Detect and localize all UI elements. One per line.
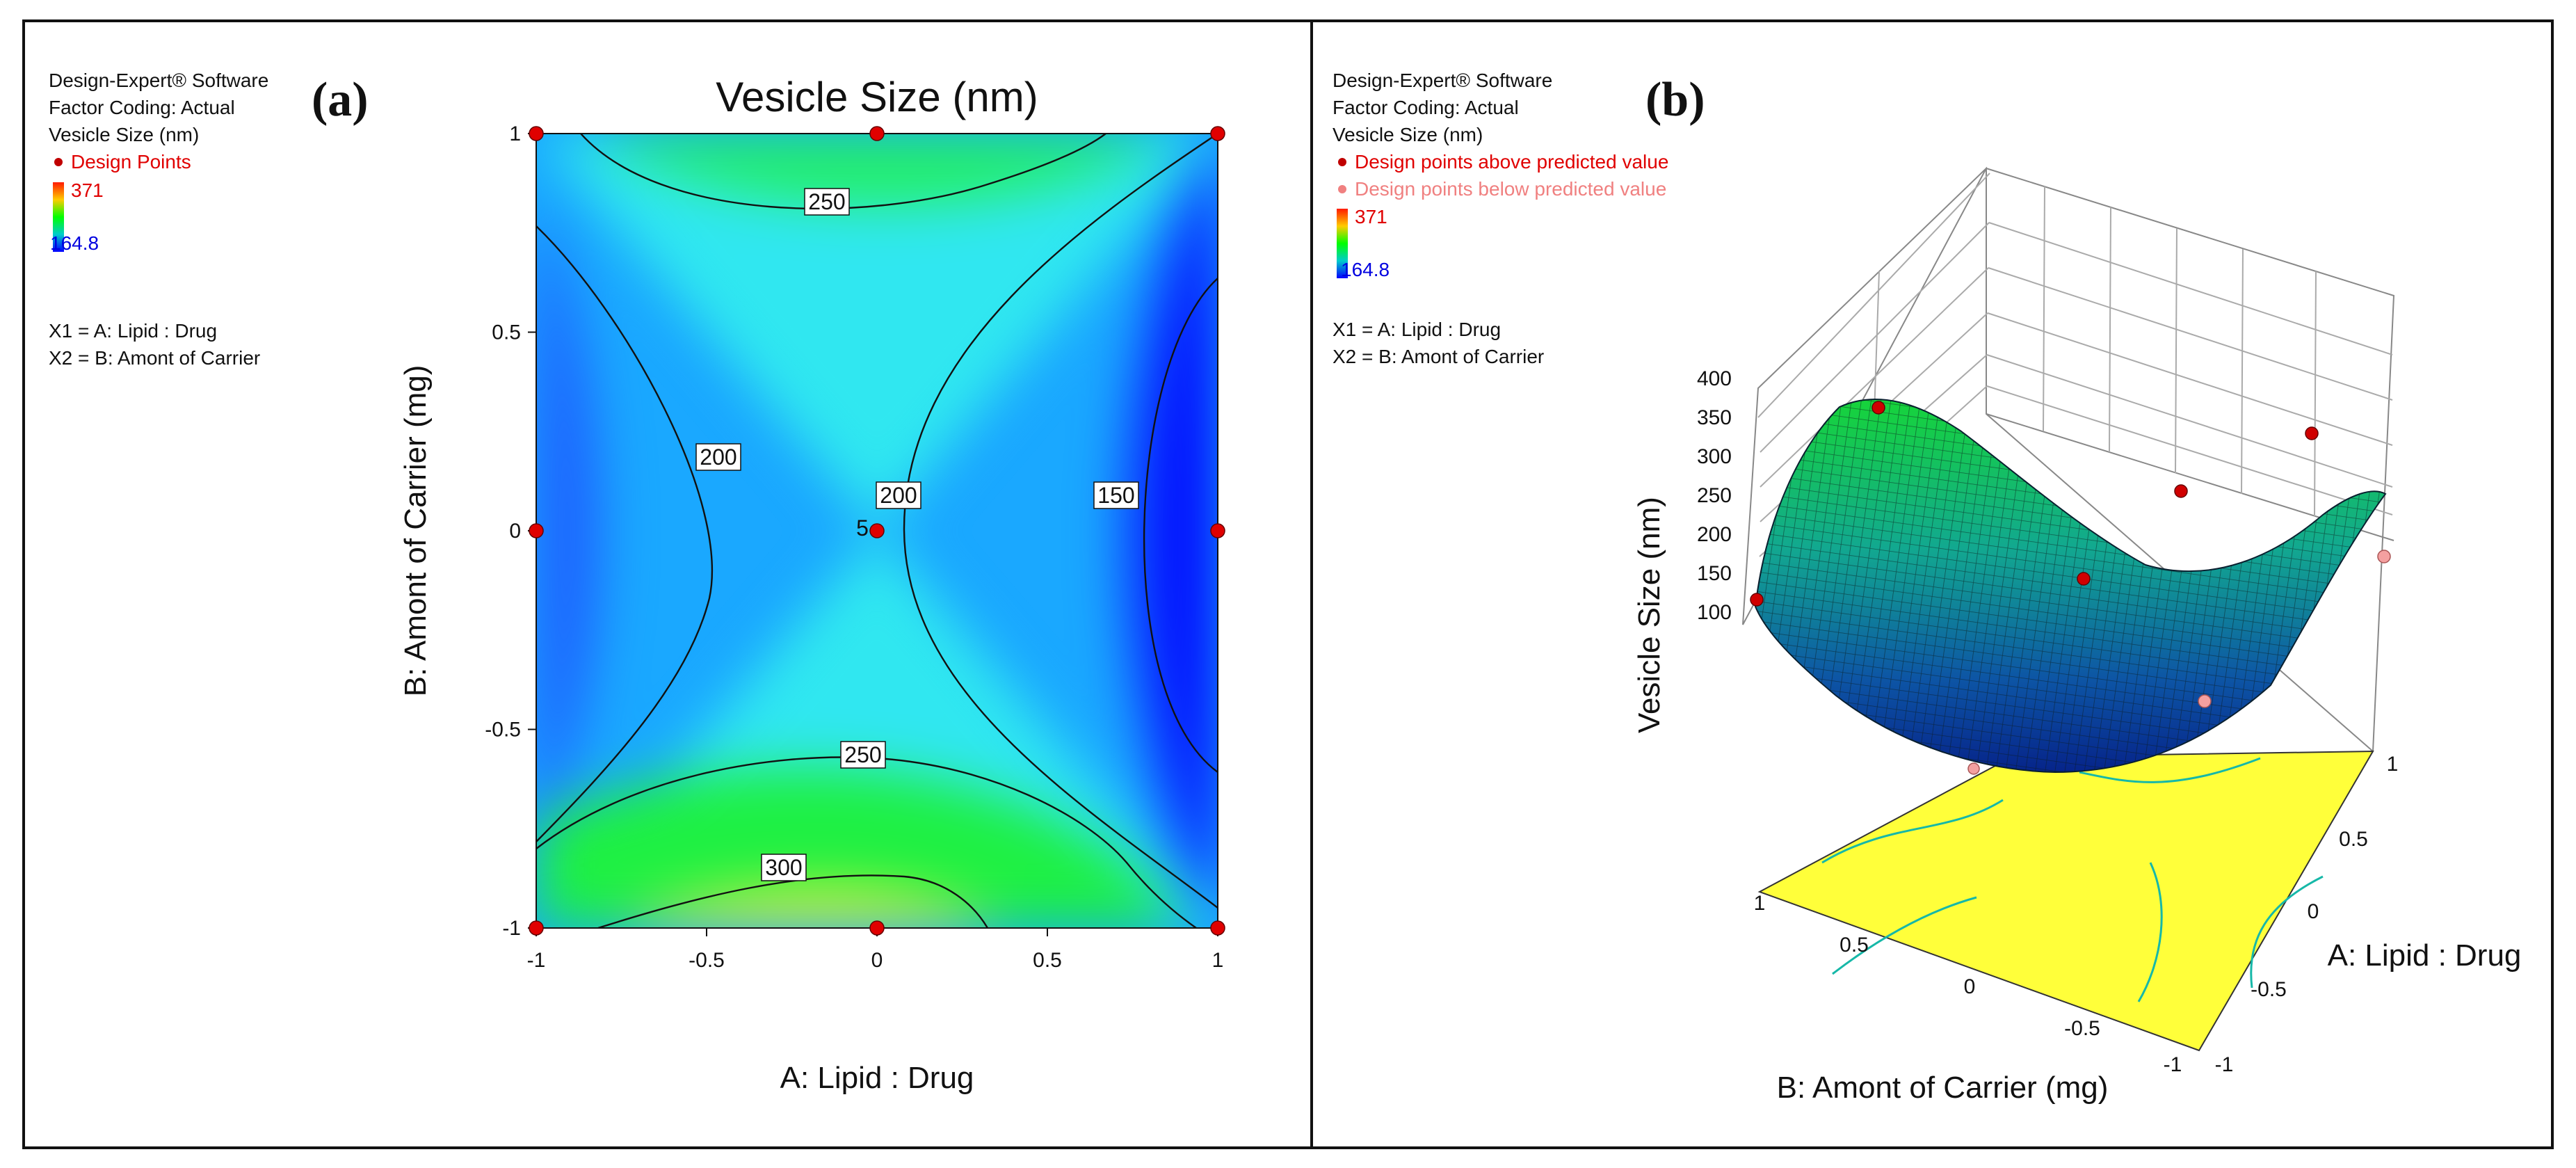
point-below [2377, 550, 2391, 563]
contour-title: Vesicle Size (nm) [716, 74, 1038, 120]
z-axis: 400 350 300 250 200 150 100 [1697, 367, 1732, 624]
factor-x2: X2 = B: Amont of Carrier [49, 347, 261, 369]
response-surface-mesh [1755, 399, 2385, 772]
legend-software: Design-Expert® Software [49, 70, 269, 91]
contour-label-300: 300 [765, 855, 802, 880]
design-point [529, 126, 544, 141]
legend-response-b: Vesicle Size (nm) [1333, 124, 1483, 145]
b-tick-1: 1 [1754, 892, 1766, 915]
point-below [2198, 694, 2212, 708]
a-axis-ticks: 1 0.5 0 -0.5 -1 [2215, 753, 2399, 1076]
contour-design-points [529, 126, 1225, 936]
z-tick-200: 200 [1697, 523, 1732, 546]
color-scale-b-max: 371 [1355, 206, 1387, 227]
factor-legend-a: X1 = A: Lipid : Drug X2 = B: Amont of Ca… [49, 317, 260, 371]
point-above-icon [1338, 158, 1346, 167]
contour-label-150: 150 [1097, 483, 1134, 508]
color-scale-b [1337, 209, 1348, 278]
a-tick-0: 0 [2308, 900, 2319, 923]
factor-legend-b: X1 = A: Lipid : Drug X2 = B: Amont of Ca… [1333, 316, 1544, 370]
legend-factor-coding: Factor Coding: Actual [49, 97, 235, 118]
contour-labels: 250 200 200 150 250 300 [695, 188, 1139, 881]
z-tick-150: 150 [1697, 562, 1732, 585]
panel-b-legend: Design-Expert® Software Factor Coding: A… [1333, 67, 1668, 202]
x-tick-label: -1 [527, 949, 546, 972]
point-below [1967, 762, 1980, 775]
point-above [2077, 572, 2091, 586]
floor-contours [1821, 757, 2324, 1002]
center-point-count: 5 [856, 515, 869, 541]
b-tick-0: 0 [1964, 975, 1976, 998]
color-scale-a-min: 164.8 [50, 232, 99, 254]
point-above [1750, 593, 1764, 607]
y-tick-label: 1 [509, 122, 521, 145]
a-tick-1: 1 [2387, 753, 2399, 776]
x-tick-label: 0.5 [1033, 949, 1062, 972]
b-tick-0.5: 0.5 [1840, 934, 1869, 957]
z-tick-300: 300 [1697, 445, 1732, 468]
panel-b-frame [1310, 19, 2554, 1149]
factor-x2-b: X2 = B: Amont of Carrier [1333, 346, 1545, 367]
color-scale-a [53, 182, 64, 252]
design-point [1210, 920, 1225, 936]
design-point [869, 126, 885, 141]
legend-factor-coding-b: Factor Coding: Actual [1333, 97, 1519, 118]
factor-x1-b: X1 = A: Lipid : Drug [1333, 319, 1502, 340]
floor-plane [1757, 750, 2374, 1052]
contour-label-250-bottom: 250 [844, 742, 881, 767]
z-tick-400: 400 [1697, 367, 1732, 390]
x-tick-label: 0 [871, 949, 883, 972]
x-tick-label: 1 [1212, 949, 1224, 972]
x-tick-label: -0.5 [689, 949, 725, 972]
design-point [1210, 126, 1225, 141]
point-above [2174, 484, 2188, 498]
z-tick-100: 100 [1697, 601, 1732, 624]
legend-design-points: Design Points [49, 148, 268, 175]
contour-label-200-left: 200 [700, 445, 736, 470]
color-scale-b-min: 164.8 [1341, 259, 1390, 280]
b-axis-label: B: Amont of Carrier (mg) [1777, 1071, 2109, 1105]
design-point [869, 920, 885, 936]
design-point [1210, 523, 1225, 538]
a-axis-label: A: Lipid : Drug [2328, 938, 2522, 973]
contour-lines [536, 134, 1218, 928]
a-tick-neg1: -1 [2215, 1053, 2234, 1076]
contour-label-250-top: 250 [808, 189, 845, 214]
b-tick-neg0.5: -0.5 [2064, 1017, 2100, 1040]
design-point-icon [54, 158, 63, 167]
design-point [869, 523, 885, 538]
contour-y-axis-label: B: Amont of Carrier (mg) [399, 365, 433, 697]
panel-b-tag: (b) [1645, 73, 1705, 127]
legend-response: Vesicle Size (nm) [49, 124, 200, 145]
y-tick-label: 0 [509, 520, 521, 543]
a-tick-neg0.5: -0.5 [2251, 978, 2287, 1001]
contour-axes: -1 -0.5 0 0.5 1 -1 -0.5 0 0.5 1 [485, 122, 1223, 972]
y-tick-label: -0.5 [485, 719, 521, 742]
contour-label-200-center: 200 [880, 483, 917, 508]
contour-fill [536, 134, 1218, 928]
design-point [529, 920, 544, 936]
b-tick-neg1: -1 [2164, 1053, 2182, 1076]
z-tick-350: 350 [1697, 406, 1732, 429]
y-tick-label: -1 [502, 917, 521, 940]
point-above [2305, 426, 2319, 440]
color-scale-a-max: 371 [71, 179, 104, 201]
panel-a-legend: Design-Expert® Software Factor Coding: A… [49, 67, 268, 175]
surface-design-points [1750, 401, 2391, 775]
panel-a-tag: (a) [312, 73, 369, 127]
point-below-icon [1338, 185, 1346, 194]
y-tick-label: 0.5 [492, 321, 521, 344]
a-tick-0.5: 0.5 [2339, 828, 2368, 851]
legend-software-b: Design-Expert® Software [1333, 70, 1553, 91]
legend-points-above: Design points above predicted value [1333, 148, 1668, 175]
b-axis-ticks: 1 0.5 0 -0.5 -1 [1754, 892, 2182, 1076]
z-tick-250: 250 [1697, 484, 1732, 507]
design-point [529, 523, 544, 538]
factor-x1: X1 = A: Lipid : Drug [49, 320, 218, 342]
legend-points-below: Design points below predicted value [1333, 175, 1668, 202]
contour-x-axis-label: A: Lipid : Drug [780, 1061, 974, 1095]
point-above [1871, 401, 1885, 415]
z-axis-label: Vesicle Size (nm) [1632, 497, 1666, 733]
